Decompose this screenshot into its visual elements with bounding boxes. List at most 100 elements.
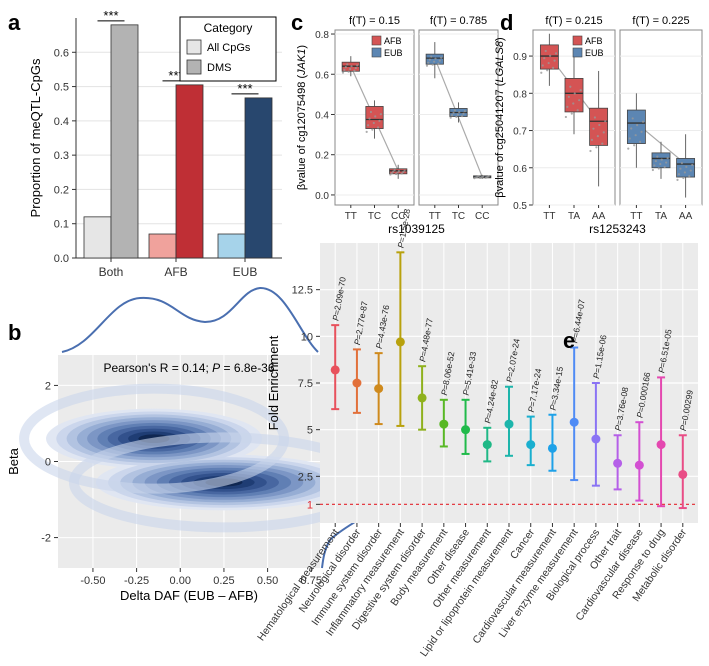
data-point: [660, 158, 663, 161]
data-point: [431, 63, 434, 66]
y-tick-label: 0.6: [315, 70, 329, 81]
data-point: [634, 134, 637, 137]
point-estimate: [395, 337, 405, 347]
point-estimate: [417, 393, 427, 403]
p-symbol: P: [330, 314, 341, 322]
data-point: [566, 105, 569, 108]
data-point: [458, 110, 461, 114]
data-point: [432, 60, 436, 63]
data-point: [677, 173, 681, 176]
data-point: [543, 57, 546, 60]
facet-title: f(T) = 0.215: [545, 15, 602, 27]
panel-letter-e: e: [563, 328, 575, 353]
x-tick-label: TT: [429, 211, 441, 222]
data-point: [456, 113, 459, 116]
data-point: [547, 61, 550, 65]
point-estimate: [374, 384, 384, 394]
point-estimate: [504, 419, 514, 429]
y-axis-title-part: ): [296, 45, 308, 49]
data-point: [348, 67, 352, 71]
data-point: [578, 99, 581, 102]
y-tick-label: 0.9: [513, 52, 527, 63]
y-axis-title-part: LGALS8: [494, 40, 506, 82]
x-tick-label: TC: [452, 211, 465, 222]
facet-title: f(T) = 0.15: [349, 15, 400, 27]
y-tick-label: 0.2: [315, 151, 329, 162]
correlation-annotation: Pearson's R = 0.14; P = 6.8e-36: [103, 361, 274, 375]
p-symbol: P: [439, 389, 450, 397]
data-point: [680, 162, 684, 165]
data-point: [379, 113, 382, 116]
significance-label: ***: [237, 81, 252, 96]
x-tick-label: AA: [592, 211, 606, 222]
point-estimate: [439, 419, 449, 429]
data-point: [368, 117, 371, 120]
panel-b-contour-plot: Pearson's R = 0.14; P = 6.8e-36 -0.50 -0.2…: [6, 286, 379, 603]
data-point: [343, 68, 346, 71]
data-point: [356, 64, 359, 67]
data-point: [427, 61, 430, 64]
panel-d-boxplot: 0.5 0.6 0.7 0.8 0.9 βvalue of cg25041207 (LGA…: [494, 15, 703, 236]
y-tick-label: 0.6: [54, 47, 69, 59]
data-point: [641, 120, 645, 123]
bar-dms-both: [110, 24, 139, 259]
y-tick-label: 0.3: [54, 150, 69, 162]
data-point: [601, 142, 604, 145]
data-point: [392, 170, 395, 173]
y-axis-title-part: JAK1: [296, 49, 308, 76]
data-point: [376, 126, 380, 129]
data-point: [540, 71, 543, 74]
annotation-suffix: = 6.8e-36: [220, 361, 275, 375]
data-point: [590, 138, 594, 141]
data-point: [371, 128, 374, 131]
data-point: [341, 71, 345, 74]
x-tick-label: AA: [679, 211, 693, 222]
legend-label: AFB: [384, 36, 402, 46]
panel-letter-d: d: [500, 10, 513, 35]
data-point: [602, 131, 605, 134]
p-symbol: P: [526, 405, 537, 413]
y-tick-label: 0.0: [54, 253, 69, 265]
data-point: [569, 85, 572, 88]
data-point: [440, 56, 443, 59]
legend-swatch: [572, 47, 583, 58]
p-symbol: P: [656, 366, 667, 374]
data-point: [400, 172, 403, 175]
data-point: [397, 169, 401, 173]
x-tick-label: -0.50: [80, 575, 105, 587]
x-tick-label: 0.75: [301, 575, 322, 587]
data-point: [628, 137, 631, 140]
data-point: [546, 69, 549, 72]
x-tick-label: EUB: [233, 265, 258, 279]
legend-title: Category: [204, 21, 253, 35]
data-point: [663, 165, 666, 169]
point-estimate: [526, 440, 536, 450]
p-symbol: P: [417, 355, 428, 363]
data-point: [598, 123, 601, 127]
y-tick-label: 5: [307, 425, 313, 437]
panel-letter-b: b: [8, 320, 21, 345]
data-point: [372, 121, 375, 125]
y-tick-label: 0.8: [315, 30, 329, 41]
legend-label: EUB: [585, 48, 604, 58]
data-point: [596, 135, 599, 138]
data-point: [428, 58, 431, 61]
y-tick-label: 0.1: [54, 219, 69, 231]
x-tick-label: Both: [99, 265, 124, 279]
data-point: [434, 57, 437, 60]
point-estimate: [678, 469, 688, 479]
data-point: [682, 176, 685, 180]
y-tick-label: 12.5: [292, 285, 313, 297]
legend-label: All CpGs: [207, 42, 251, 54]
y-axis-title-part: ): [494, 37, 506, 41]
y-axis-title: Beta: [6, 447, 21, 475]
y-tick-label: 0.7: [513, 127, 527, 138]
p-symbol: P: [352, 338, 363, 346]
p-symbol: P: [396, 241, 407, 249]
data-point: [460, 114, 464, 118]
y-tick-label: 0.5: [54, 82, 69, 94]
legend-swatch: [371, 47, 382, 58]
data-point: [389, 173, 392, 176]
data-point: [378, 119, 381, 122]
